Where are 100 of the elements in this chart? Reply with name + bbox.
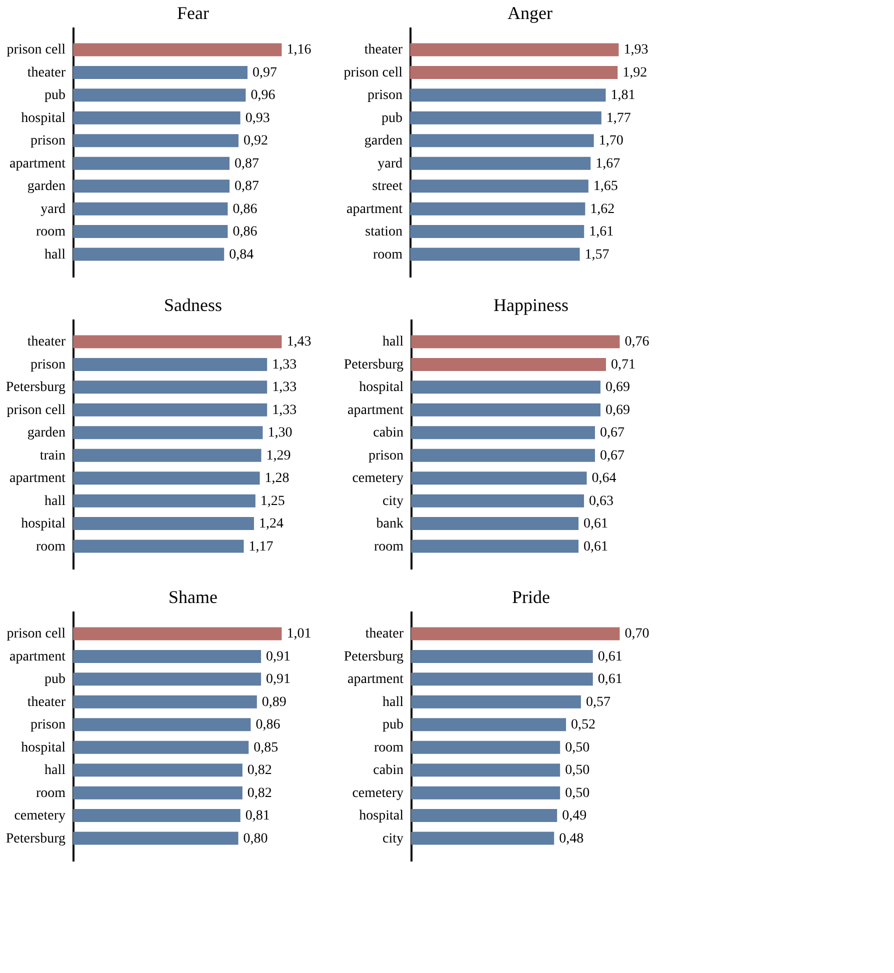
chart-title: Sadness	[164, 295, 222, 315]
y-tick-label: hall	[44, 763, 66, 778]
data-label: 0,82	[247, 763, 272, 778]
data-label: 0,92	[244, 134, 268, 149]
y-tick-label: hospital	[21, 110, 66, 126]
y-tick-label: prison	[30, 134, 66, 149]
bar	[73, 66, 248, 79]
data-label: 1,16	[286, 42, 312, 58]
y-tick-label: city	[382, 831, 404, 846]
bar	[410, 134, 594, 148]
y-tick-label: apartment	[10, 471, 66, 486]
y-tick-label: street	[372, 179, 403, 194]
y-tick-label: cemetery	[352, 786, 404, 801]
y-tick-label: theater	[365, 626, 404, 642]
bar	[410, 248, 580, 261]
bar	[73, 248, 224, 261]
data-label: 0,89	[262, 694, 286, 710]
bar	[411, 627, 620, 640]
chart-title: Anger	[508, 3, 552, 23]
y-tick-label: garden	[27, 426, 66, 441]
y-tick-label: prison	[368, 88, 402, 104]
y-tick-label: room	[374, 539, 404, 554]
y-tick-label: cemetery	[352, 471, 404, 486]
y-tick-label: room	[36, 224, 66, 240]
bar	[411, 695, 581, 708]
bar	[411, 358, 606, 371]
bar	[73, 764, 242, 777]
data-label: 1,81	[610, 88, 636, 104]
data-label: 1,65	[593, 179, 618, 194]
y-tick-label: prison cell	[6, 42, 66, 58]
bar	[73, 740, 249, 754]
bar	[411, 718, 566, 732]
data-label: 1,25	[260, 494, 285, 509]
data-label: 1,92	[622, 65, 648, 80]
y-tick-label: apartment	[348, 402, 404, 418]
data-label: 0,86	[256, 718, 280, 733]
data-label: 0,82	[247, 786, 272, 801]
bar	[410, 43, 619, 56]
y-tick-label: prison	[30, 357, 66, 372]
bar	[411, 380, 600, 394]
data-label: 0,50	[565, 786, 590, 801]
data-label: 0,76	[624, 334, 650, 350]
bar	[411, 448, 595, 462]
data-label: 0,93	[245, 110, 270, 126]
y-tick-label: room	[374, 740, 404, 756]
y-tick-label: theater	[27, 65, 66, 80]
bar	[411, 494, 584, 508]
y-tick-label: theater	[364, 42, 403, 58]
data-label: 0,61	[598, 672, 622, 688]
data-label: 1,70	[598, 134, 624, 149]
data-label: 0,91	[266, 649, 291, 664]
bar	[411, 809, 558, 822]
y-tick-label: hospital	[359, 808, 404, 824]
bar	[73, 156, 230, 170]
y-tick-label: hospital	[21, 516, 66, 532]
y-tick-label: room	[372, 247, 403, 262]
data-label: 1,62	[590, 202, 615, 217]
bar	[73, 832, 238, 845]
bar	[73, 202, 228, 216]
y-tick-label: cabin	[373, 763, 404, 778]
data-label: 0,57	[586, 694, 610, 710]
y-tick-label: yard	[40, 202, 66, 217]
y-tick-label: Petersburg	[344, 649, 404, 664]
data-label: 1,57	[584, 247, 610, 262]
bar	[410, 202, 586, 216]
bar	[411, 403, 600, 416]
bar	[73, 225, 228, 238]
data-label: 1,33	[272, 380, 297, 396]
y-tick-label: Petersburg	[6, 380, 66, 396]
bar	[410, 156, 591, 170]
bar	[73, 718, 251, 732]
y-tick-label: prison	[368, 448, 404, 464]
data-label: 1,43	[286, 334, 312, 350]
data-label: 0,61	[598, 649, 622, 664]
bar	[73, 134, 239, 148]
data-label: 1,93	[624, 42, 648, 58]
data-label: 0,87	[234, 156, 260, 172]
bar	[411, 335, 620, 348]
y-tick-label: bank	[376, 516, 404, 532]
y-tick-label: cabin	[373, 426, 404, 441]
chart-title: Happiness	[494, 295, 568, 315]
bar	[73, 695, 257, 708]
data-label: 0,86	[232, 224, 258, 240]
chart-title: Pride	[512, 587, 550, 607]
bar	[73, 627, 282, 640]
bar	[410, 225, 584, 238]
data-label: 0,87	[234, 179, 260, 194]
y-tick-label: Petersburg	[344, 357, 404, 372]
y-tick-label: garden	[27, 179, 66, 194]
data-label: 1,28	[264, 471, 290, 486]
bar	[411, 764, 560, 777]
data-label: 0,67	[600, 448, 624, 464]
bar	[410, 111, 602, 124]
data-label: 0,69	[605, 402, 630, 418]
y-tick-label: cemetery	[14, 808, 66, 824]
bar	[411, 650, 593, 663]
data-label: 1,24	[258, 516, 284, 532]
y-tick-label: prison cell	[6, 626, 66, 642]
y-tick-label: pub	[382, 718, 404, 733]
data-label: 0,63	[589, 494, 614, 509]
